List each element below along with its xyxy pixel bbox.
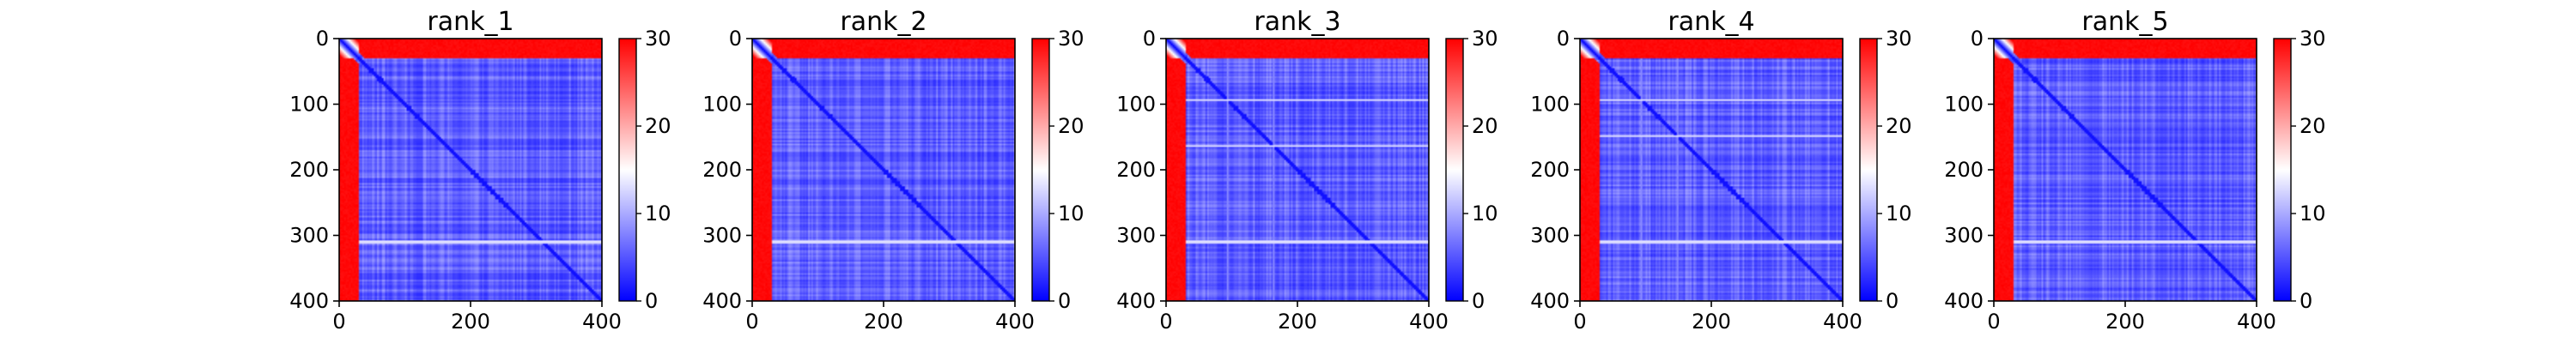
colorbar-tick-label: 0 xyxy=(1058,289,1071,313)
y-tick-label: 400 xyxy=(1116,289,1156,313)
chart-title: rank_4 xyxy=(1668,7,1754,37)
colorbar xyxy=(1445,38,1464,302)
colorbar-tick-label: 30 xyxy=(2300,27,2326,51)
x-tick-label: 200 xyxy=(2105,310,2145,334)
y-tick-label: 100 xyxy=(1530,93,1570,117)
heatmap-image xyxy=(752,39,1015,301)
colorbar-tick-label: 10 xyxy=(1472,202,1498,226)
y-tick-label: 400 xyxy=(1530,289,1570,313)
x-tick-label: 400 xyxy=(1409,310,1449,334)
colorbar-tick-label: 20 xyxy=(1472,114,1498,138)
colorbar-tick-label: 30 xyxy=(645,27,671,51)
colorbar-tick-label: 10 xyxy=(2300,202,2326,226)
y-tick-label: 300 xyxy=(1944,224,1984,248)
heatmap-image xyxy=(1580,39,1843,301)
x-tick-label: 200 xyxy=(451,310,490,334)
y-tick-label: 0 xyxy=(316,27,329,51)
chart-title: rank_5 xyxy=(2081,7,2168,37)
colorbar-tick-label: 0 xyxy=(1472,289,1485,313)
x-tick-label: 0 xyxy=(1159,310,1172,334)
y-tick-label: 300 xyxy=(289,224,329,248)
colorbar xyxy=(2273,38,2292,302)
y-tick-label: 0 xyxy=(1143,27,1156,51)
y-tick-label: 100 xyxy=(1116,93,1156,117)
colorbar-tick-label: 10 xyxy=(1058,202,1084,226)
y-tick-label: 400 xyxy=(1944,289,1984,313)
y-tick-label: 200 xyxy=(1116,158,1156,182)
colorbar-tick-label: 20 xyxy=(2300,114,2326,138)
y-tick-label: 100 xyxy=(1944,93,1984,117)
y-tick-label: 100 xyxy=(289,93,329,117)
colorbar-tick-label: 30 xyxy=(1058,27,1084,51)
heatmap-image xyxy=(1994,39,2257,301)
colorbar xyxy=(1031,38,1050,302)
x-tick-label: 400 xyxy=(582,310,622,334)
colorbar xyxy=(618,38,637,302)
x-tick-label: 0 xyxy=(1573,310,1586,334)
chart-title: rank_3 xyxy=(1254,7,1340,37)
x-tick-label: 200 xyxy=(1278,310,1317,334)
heatmap-image xyxy=(1166,39,1429,301)
x-tick-label: 400 xyxy=(995,310,1035,334)
colorbar-tick-label: 20 xyxy=(645,114,671,138)
colorbar xyxy=(1859,38,1878,302)
y-tick-label: 300 xyxy=(1530,224,1570,248)
y-tick-label: 0 xyxy=(1557,27,1570,51)
colorbar-tick-label: 20 xyxy=(1058,114,1084,138)
x-tick-label: 0 xyxy=(332,310,345,334)
colorbar-tick-label: 0 xyxy=(2300,289,2312,313)
x-tick-label: 0 xyxy=(745,310,758,334)
colorbar-tick-label: 20 xyxy=(1886,114,1912,138)
y-tick-label: 0 xyxy=(729,27,742,51)
x-tick-label: 0 xyxy=(1987,310,2000,334)
y-tick-label: 0 xyxy=(1971,27,1984,51)
y-tick-label: 200 xyxy=(702,158,742,182)
colorbar-tick-label: 30 xyxy=(1886,27,1912,51)
x-tick-label: 400 xyxy=(2237,310,2276,334)
y-tick-label: 400 xyxy=(702,289,742,313)
y-tick-label: 400 xyxy=(289,289,329,313)
heatmap-image xyxy=(339,39,602,301)
y-tick-label: 200 xyxy=(289,158,329,182)
colorbar-tick-label: 0 xyxy=(645,289,658,313)
chart-title: rank_2 xyxy=(840,7,927,37)
colorbar-tick-label: 10 xyxy=(645,202,671,226)
y-tick-label: 200 xyxy=(1944,158,1984,182)
y-tick-label: 200 xyxy=(1530,158,1570,182)
colorbar-tick-label: 30 xyxy=(1472,27,1498,51)
x-tick-label: 200 xyxy=(864,310,903,334)
x-tick-label: 400 xyxy=(1823,310,1862,334)
chart-title: rank_1 xyxy=(427,7,513,37)
y-tick-label: 100 xyxy=(702,93,742,117)
y-tick-label: 300 xyxy=(1116,224,1156,248)
y-tick-label: 300 xyxy=(702,224,742,248)
colorbar-tick-label: 10 xyxy=(1886,202,1912,226)
colorbar-tick-label: 0 xyxy=(1886,289,1899,313)
x-tick-label: 200 xyxy=(1692,310,1731,334)
